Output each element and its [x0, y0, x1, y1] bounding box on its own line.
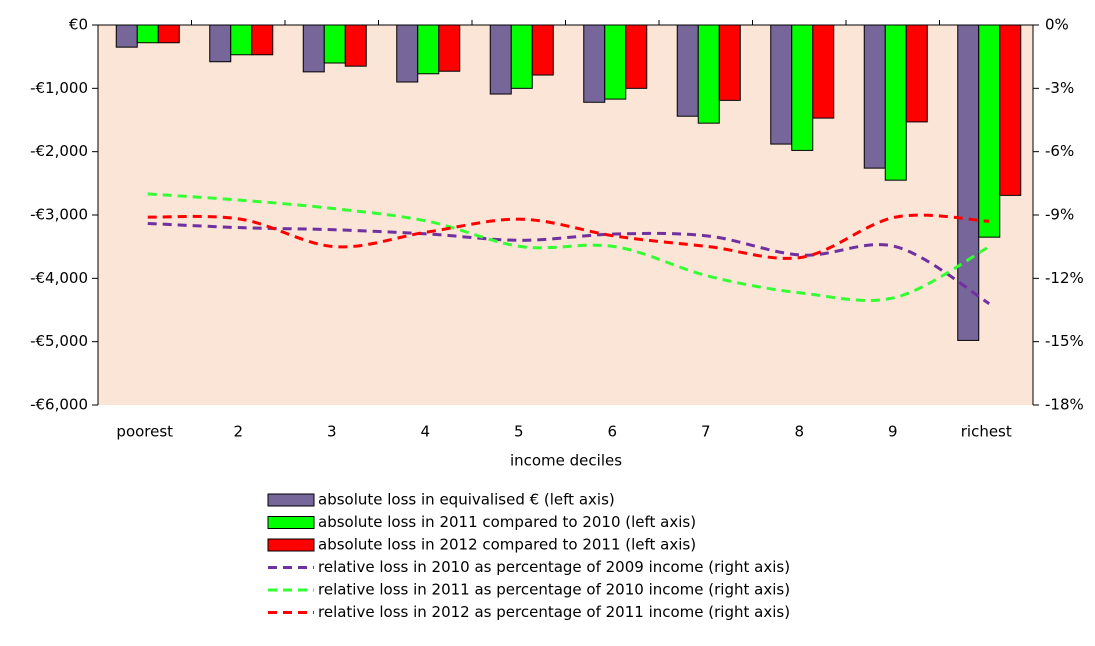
bar — [812, 24, 835, 119]
line — [147, 192, 990, 302]
y-tick-label: -€2,000 — [30, 142, 88, 160]
bar — [625, 24, 648, 89]
y2-tick-label: -9% — [1045, 206, 1074, 224]
bar — [770, 24, 793, 145]
bar — [438, 24, 461, 72]
y2-tick-label: 0% — [1045, 16, 1069, 34]
x-tick-label: 5 — [514, 423, 524, 441]
y2-tick-label: -12% — [1045, 269, 1084, 287]
x-tick-label: richest — [961, 423, 1012, 441]
x-tick-label: 7 — [701, 423, 711, 441]
y-tick-label: €0 — [69, 16, 88, 34]
bar — [697, 24, 720, 124]
legend-label: absolute loss in 2011 compared to 2010 (… — [318, 513, 696, 531]
y-tick-label: -€5,000 — [30, 332, 88, 350]
x-tick-label: 4 — [420, 423, 430, 441]
bar — [396, 24, 419, 83]
y-tick-label: -€1,000 — [30, 79, 88, 97]
bar — [863, 24, 886, 169]
bar — [323, 24, 346, 64]
y2-tick-label: -15% — [1045, 332, 1084, 350]
bar — [676, 24, 699, 117]
bar — [230, 24, 253, 56]
legend-swatch — [267, 516, 315, 529]
x-tick-label: 3 — [327, 423, 337, 441]
y-tick-label: -€6,000 — [30, 396, 88, 414]
y2-tick-label: -18% — [1045, 396, 1084, 414]
legend-label: relative loss in 2012 as percentage of 2… — [318, 603, 790, 621]
bar — [604, 24, 627, 100]
x-tick-label: poorest — [116, 423, 173, 441]
x-axis-title: income deciles — [510, 452, 622, 470]
bar — [251, 24, 274, 56]
legend-swatch — [267, 538, 315, 552]
x-tick-label: 6 — [607, 423, 617, 441]
legend-swatch — [267, 493, 315, 507]
x-tick-label: 9 — [888, 423, 898, 441]
bar — [302, 24, 325, 73]
bar — [905, 24, 928, 123]
bar — [718, 24, 741, 101]
x-tick-label: 8 — [794, 423, 804, 441]
bar — [791, 24, 814, 151]
y2-tick-label: -3% — [1045, 79, 1074, 97]
bar — [344, 24, 367, 67]
legend-label: absolute loss in 2012 compared to 2011 (… — [318, 536, 696, 554]
bar — [115, 24, 138, 48]
bar — [136, 24, 159, 44]
line — [147, 213, 990, 260]
bar — [157, 24, 180, 44]
y-tick-label: -€3,000 — [30, 206, 88, 224]
legend-label: relative loss in 2010 as percentage of 2… — [318, 558, 790, 576]
bar — [999, 24, 1022, 196]
legend-label: relative loss in 2011 as percentage of 2… — [318, 581, 790, 599]
bar — [531, 24, 554, 76]
bar — [489, 24, 512, 95]
y2-tick-label: -6% — [1045, 142, 1074, 160]
bar — [978, 24, 1001, 238]
bar — [417, 24, 440, 75]
y-tick-label: -€4,000 — [30, 269, 88, 287]
legend-label: absolute loss in equivalised € (left axi… — [318, 491, 615, 509]
line — [147, 221, 991, 305]
x-tick-label: 2 — [233, 423, 243, 441]
bar — [583, 24, 606, 103]
bar — [884, 24, 907, 181]
bar — [510, 24, 533, 89]
bar — [209, 24, 232, 63]
